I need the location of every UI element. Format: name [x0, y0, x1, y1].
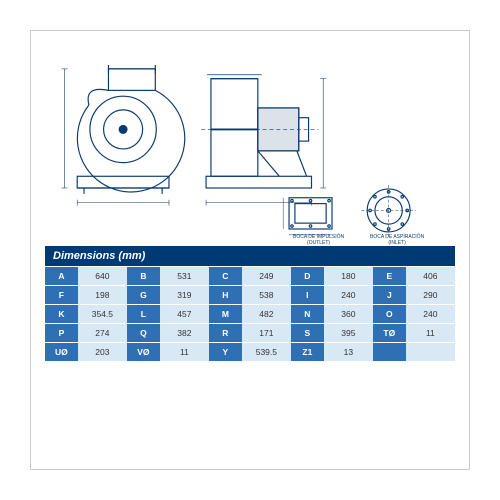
side-view-icon [201, 75, 326, 206]
dim-value: 180 [324, 267, 373, 286]
dim-value: 198 [78, 286, 127, 305]
outlet-caption: BOCA DE IMPULSIÓN (OUTLET) [293, 235, 344, 246]
dim-value: 240 [324, 286, 373, 305]
dim-label: D [291, 267, 324, 286]
dim-value: 406 [406, 267, 455, 286]
dim-value: 457 [160, 305, 209, 324]
table-row: UØ203VØ11Y539.5Z113 [45, 343, 455, 362]
table-row: K354.5L457M482N360O240 [45, 305, 455, 324]
dim-label: G [127, 286, 160, 305]
dim-label: S [291, 324, 324, 343]
dim-label: R [209, 324, 242, 343]
inlet-caption-l2: (INLET) [388, 240, 406, 246]
inlet-flange-icon [361, 185, 416, 236]
dim-label: I [291, 286, 324, 305]
dim-label: B [127, 267, 160, 286]
dim-label: K [45, 305, 78, 324]
dim-label: Q [127, 324, 160, 343]
dim-label: Z1 [291, 343, 324, 362]
dim-value: 240 [406, 305, 455, 324]
table-row: P274Q382R171S395TØ11 [45, 324, 455, 343]
dim-value: 11 [160, 343, 209, 362]
dim-value: 171 [242, 324, 291, 343]
dim-value: 539.5 [242, 343, 291, 362]
front-view-icon [62, 65, 185, 206]
dimensions-header: Dimensions (mm) [45, 246, 455, 266]
outlet-caption-l2: (OUTLET) [307, 240, 330, 246]
dim-label: O [373, 305, 406, 324]
inlet-caption: BOCA DE ASPIRACIÓN (INLET) [370, 235, 424, 246]
dim-value: 531 [160, 267, 209, 286]
dim-value: 11 [406, 324, 455, 343]
dim-value: 482 [242, 305, 291, 324]
dim-value: 538 [242, 286, 291, 305]
dimensions-table: A640B531C249D180E406F198G319H538I240J290… [45, 266, 455, 362]
dim-label: P [45, 324, 78, 343]
dim-value: 203 [78, 343, 127, 362]
dim-value: 354.5 [78, 305, 127, 324]
dim-label: F [45, 286, 78, 305]
dim-label: TØ [373, 324, 406, 343]
dim-label: VØ [127, 343, 160, 362]
drawing-svg [45, 49, 455, 244]
dim-value: 290 [406, 286, 455, 305]
dim-label: J [373, 286, 406, 305]
technical-drawing: BOCA DE IMPULSIÓN (OUTLET) BOCA DE ASPIR… [45, 49, 455, 244]
dim-label: N [291, 305, 324, 324]
dim-label: UØ [45, 343, 78, 362]
dim-label: L [127, 305, 160, 324]
dim-label: C [209, 267, 242, 286]
product-sheet: BOCA DE IMPULSIÓN (OUTLET) BOCA DE ASPIR… [30, 30, 470, 470]
dim-value: 274 [78, 324, 127, 343]
outlet-flange-icon [283, 198, 332, 235]
dim-label: H [209, 286, 242, 305]
dim-value: 13 [324, 343, 373, 362]
dim-value: 319 [160, 286, 209, 305]
dim-label [373, 343, 406, 362]
dim-value [406, 343, 455, 362]
dim-label: Y [209, 343, 242, 362]
dim-label: E [373, 267, 406, 286]
dim-value: 382 [160, 324, 209, 343]
dim-label: M [209, 305, 242, 324]
dim-value: 640 [78, 267, 127, 286]
dim-value: 395 [324, 324, 373, 343]
dim-value: 249 [242, 267, 291, 286]
dim-value: 360 [324, 305, 373, 324]
dim-label: A [45, 267, 78, 286]
table-row: A640B531C249D180E406 [45, 267, 455, 286]
table-row: F198G319H538I240J290 [45, 286, 455, 305]
